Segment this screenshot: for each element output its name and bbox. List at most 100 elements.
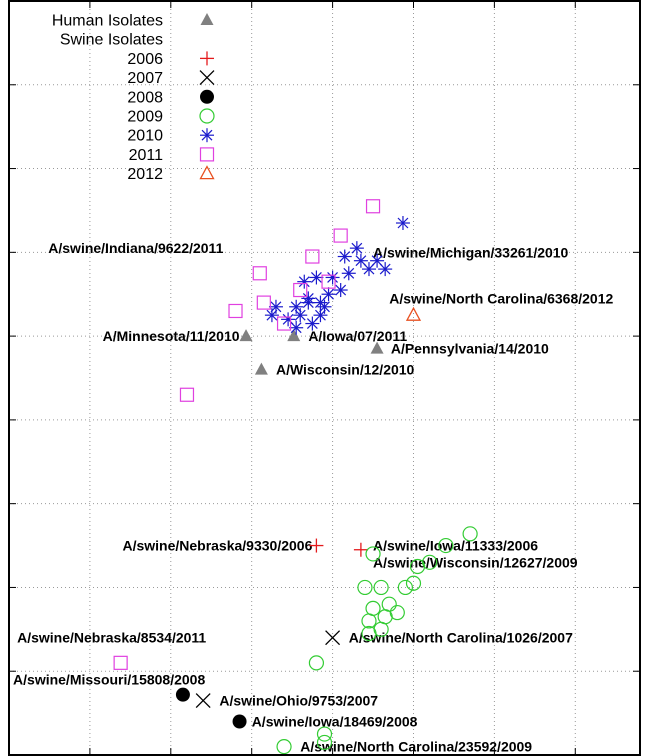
series-2006 — [309, 538, 368, 557]
legend-label: Human Isolates — [52, 13, 163, 30]
data-point — [309, 538, 324, 553]
data-point — [333, 283, 348, 298]
data-point — [409, 558, 426, 575]
annotation-label: A/swine/Nebraska/8534/2011 — [17, 630, 206, 646]
legend-label: 2010 — [127, 128, 163, 145]
data-point — [405, 575, 422, 591]
annotation-label: A/swine/Wisconsin/12627/2009 — [373, 554, 578, 570]
annotation-label: A/swine/North Carolina/23592/2009 — [300, 739, 532, 755]
data-point — [268, 299, 283, 314]
star-stroke — [270, 301, 282, 313]
legend-marker — [200, 13, 214, 25]
legend: Human Isolates Swine Isolates 2006 2007 2008… — [52, 13, 215, 183]
data-point — [365, 600, 381, 616]
data-point — [232, 714, 247, 729]
series-2007 — [195, 630, 341, 709]
legend-marker — [200, 128, 214, 143]
star-stroke — [290, 301, 302, 313]
star-stroke — [351, 242, 363, 254]
annotations: A/swine/Indiana/9622/2011 A/swine/Michiga… — [13, 240, 613, 754]
star-stroke — [315, 309, 326, 321]
annotation-label: A/swine/Iowa/11333/2006 — [373, 538, 538, 554]
data-point — [276, 739, 292, 755]
data-point — [321, 274, 336, 289]
legend-label: 2012 — [127, 166, 163, 183]
data-point — [341, 266, 356, 281]
data-point — [195, 693, 211, 709]
data-point — [357, 579, 373, 596]
star-stroke — [310, 272, 322, 283]
data-point — [179, 387, 195, 402]
star-stroke — [355, 255, 367, 267]
data-point — [287, 329, 301, 342]
data-point — [361, 613, 377, 629]
series-2008 — [175, 687, 247, 729]
data-point — [289, 320, 304, 335]
data-point — [293, 282, 308, 298]
series-2010 — [264, 216, 410, 335]
data-point — [462, 526, 478, 542]
series-2012 — [405, 306, 422, 321]
legend-marker — [199, 108, 215, 124]
data-point — [438, 537, 454, 554]
data-point — [264, 308, 279, 323]
annotation-label: A/swine/Michigan/33261/2010 — [373, 244, 569, 260]
data-point — [175, 687, 190, 702]
annotation-label: A/swine/Ohio/9753/2007 — [219, 693, 378, 709]
star-stroke — [319, 301, 330, 313]
star-stroke — [343, 267, 355, 279]
star-stroke — [379, 263, 391, 275]
legend-marker — [199, 165, 215, 180]
data-point — [397, 579, 413, 596]
data-point — [228, 303, 243, 319]
annotation-label: A/swine/Missouri/15808/2008 — [13, 672, 205, 688]
data-point — [337, 249, 352, 264]
data-point — [395, 216, 410, 231]
gridlines — [9, 1, 640, 755]
data-point — [365, 199, 381, 214]
data-point — [293, 308, 308, 323]
annotation-label: A/Minnesota/11/2010 — [103, 328, 240, 344]
data-points — [113, 199, 478, 755]
data-point — [373, 579, 389, 596]
annotation-label: A/swine/Indiana/9622/2011 — [48, 240, 223, 256]
annotation-label: A/swine/North Carolina/6368/2012 — [389, 290, 613, 306]
star-stroke — [363, 263, 375, 275]
series-2011 — [113, 199, 381, 670]
data-point — [254, 362, 268, 375]
data-point — [325, 270, 340, 285]
legend-marker — [200, 51, 214, 66]
star-stroke — [298, 276, 310, 288]
star-stroke — [266, 309, 278, 321]
data-point — [381, 596, 397, 612]
data-point — [256, 295, 271, 310]
star-stroke — [397, 217, 409, 229]
star-stroke — [282, 313, 294, 325]
data-point — [309, 270, 324, 285]
data-point — [316, 726, 333, 742]
cross-stroke — [199, 70, 215, 86]
annotation-label: A/Pennsylvania/14/2010 — [391, 341, 549, 357]
star-stroke — [302, 297, 314, 309]
star-stroke — [339, 251, 351, 262]
data-point — [353, 542, 368, 557]
data-point — [349, 241, 364, 256]
legend-label: 2011 — [129, 147, 164, 164]
legend-label: 2009 — [127, 109, 163, 126]
data-point — [297, 274, 312, 289]
data-point — [316, 734, 333, 751]
data-point — [113, 655, 128, 670]
annotation-label: A/Wisconsin/12/2010 — [276, 362, 415, 378]
star-stroke — [335, 284, 347, 296]
annotation-label: A/Iowa/07/2011 — [308, 328, 407, 344]
annotation-label: A/swine/North Carolina/1026/2007 — [349, 630, 573, 646]
star-stroke — [294, 309, 306, 321]
data-point — [301, 295, 316, 310]
legend-marker — [199, 70, 215, 86]
legend-label: 2008 — [127, 89, 163, 106]
data-point — [305, 249, 320, 264]
cross-stroke — [195, 693, 211, 709]
legend-label: Swine Isolates — [60, 32, 163, 49]
data-point — [325, 630, 341, 646]
